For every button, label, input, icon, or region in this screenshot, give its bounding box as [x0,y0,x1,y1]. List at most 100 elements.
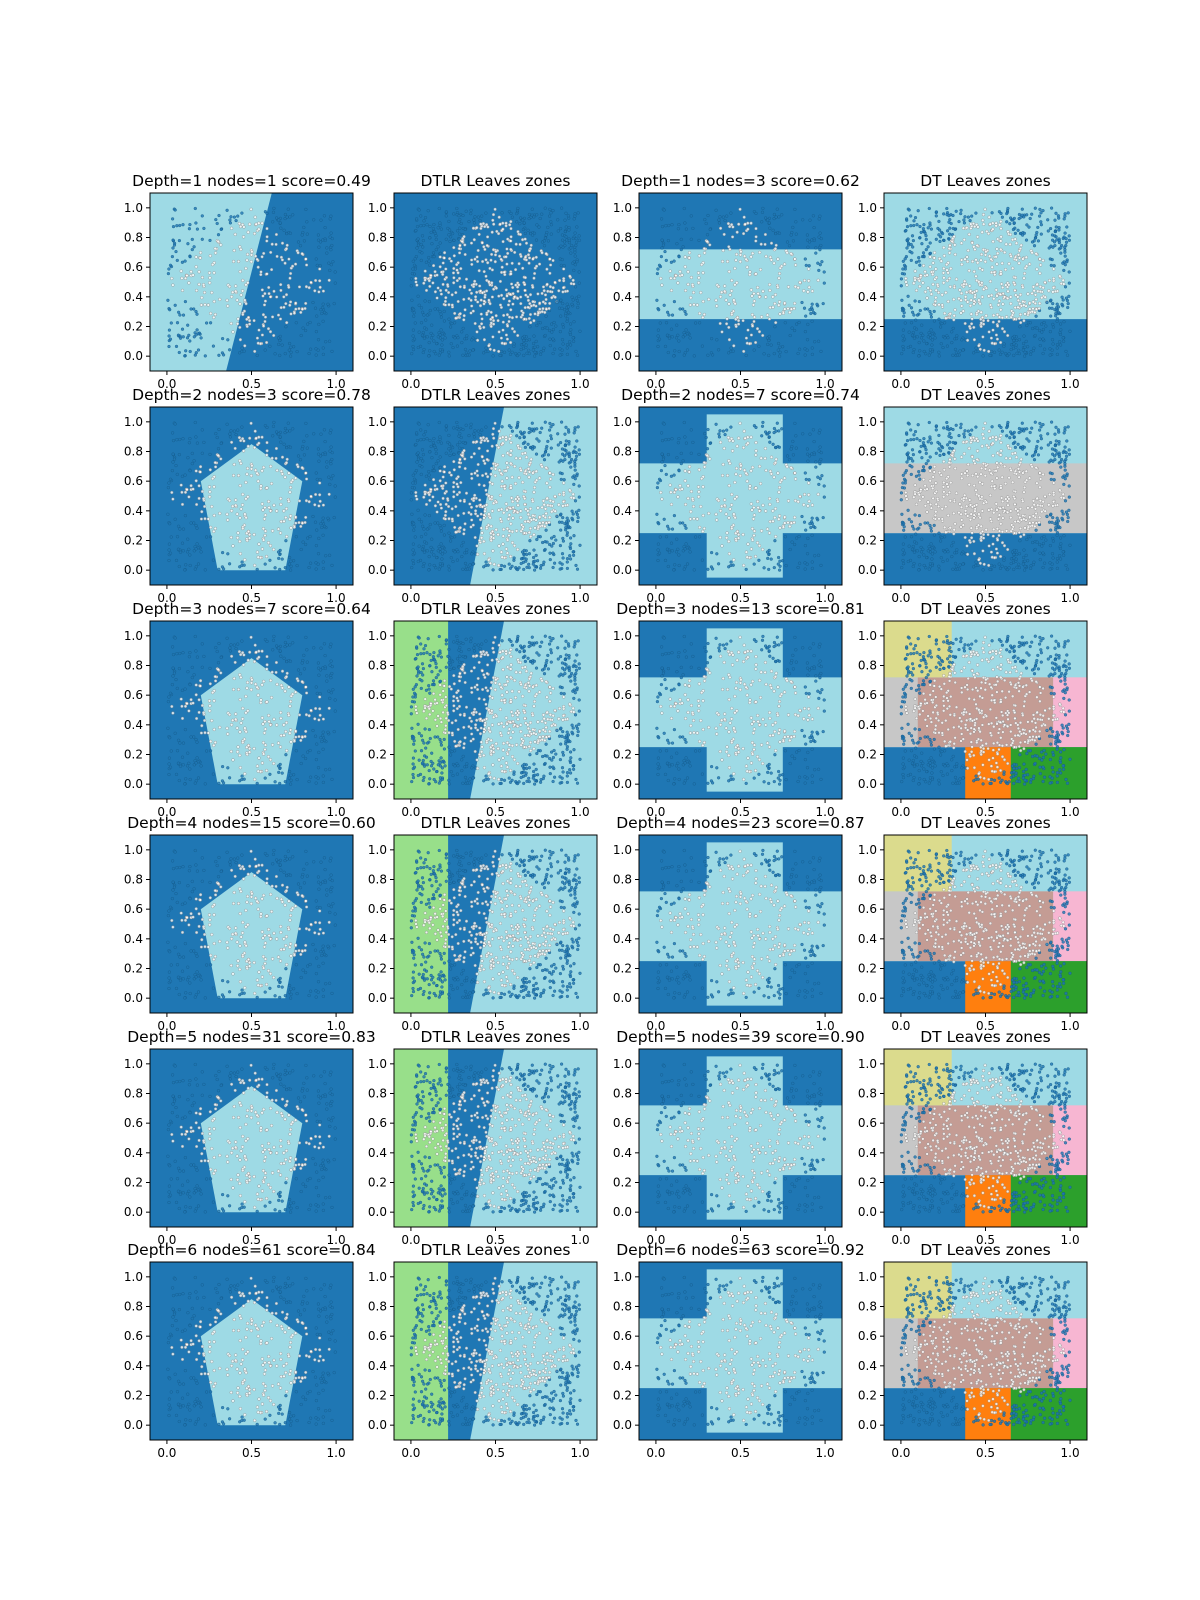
data-point [439,529,443,533]
data-point [714,298,718,302]
y-tick-label: 0.4 [858,290,877,304]
data-point [532,548,536,552]
data-point [270,482,274,486]
data-point [442,470,446,474]
data-point [730,526,734,531]
data-point [912,326,917,330]
data-point [569,542,573,546]
data-point [784,350,788,354]
data-point [491,568,495,572]
data-point [549,211,553,215]
data-point [1002,295,1007,299]
data-point [961,226,965,230]
data-point [991,227,995,231]
data-point [793,471,797,475]
data-point [565,317,569,321]
data-point [921,333,925,337]
data-point [707,511,711,515]
data-point [327,492,331,496]
data-point [1018,539,1022,543]
data-point [479,512,483,516]
data-point [484,488,488,492]
data-point [532,490,536,494]
data-point [463,522,467,526]
data-point [688,517,692,521]
data-point [797,561,802,565]
data-point [728,439,732,443]
data-point [447,233,451,237]
data-point [443,465,447,469]
data-point [705,233,710,237]
data-point [754,425,758,429]
data-point [330,237,334,241]
data-point [195,328,199,332]
data-point [265,449,269,453]
data-point [563,218,567,222]
data-point [527,530,531,535]
data-point [494,314,498,318]
data-point [677,437,681,441]
data-point [425,527,430,531]
data-point [476,215,480,219]
data-point [918,224,922,229]
data-point [965,259,970,264]
data-point [1064,349,1068,353]
data-point [975,449,980,453]
data-point [325,465,329,469]
data-point [692,517,696,521]
data-point [452,246,456,250]
data-point [541,520,545,525]
data-point [1052,264,1056,268]
data-point [321,566,325,570]
data-point [662,422,666,426]
y-tick-label: 0.8 [613,445,632,459]
data-point [478,284,482,288]
x-tick-label: 0.0 [401,591,420,605]
data-point [289,514,293,518]
data-point [536,506,540,510]
data-point [519,302,523,306]
data-point [289,564,293,568]
data-point [489,324,493,329]
data-point [548,271,552,275]
data-point [263,348,267,352]
data-point [733,497,737,501]
data-point [1016,509,1020,513]
data-point [565,560,569,564]
data-point [664,535,669,539]
data-point [759,529,764,533]
data-point [1028,535,1032,539]
data-point [1006,289,1010,293]
data-point [902,314,906,318]
data-point [243,298,247,302]
data-point [315,314,319,318]
data-point [561,536,565,540]
data-point [532,533,536,537]
data-point [656,328,660,332]
data-point [1008,242,1012,246]
data-point [1036,225,1040,229]
data-point [662,208,666,212]
data-point [962,238,966,242]
data-point [317,459,321,463]
data-point [444,510,448,514]
data-point [559,420,564,424]
data-point [1041,286,1045,290]
data-point [516,547,520,552]
data-point [431,281,435,285]
data-point [741,232,746,236]
data-point [443,251,447,255]
data-point [1068,329,1072,333]
data-point [425,313,430,317]
data-point [1022,276,1026,280]
data-point [918,308,922,313]
data-point [752,513,756,517]
data-point [745,265,749,269]
data-point [659,469,663,473]
data-point [285,321,289,325]
data-point [754,441,758,445]
data-point [526,519,530,523]
data-point [430,537,434,541]
data-point [743,222,747,226]
data-point [479,312,483,316]
